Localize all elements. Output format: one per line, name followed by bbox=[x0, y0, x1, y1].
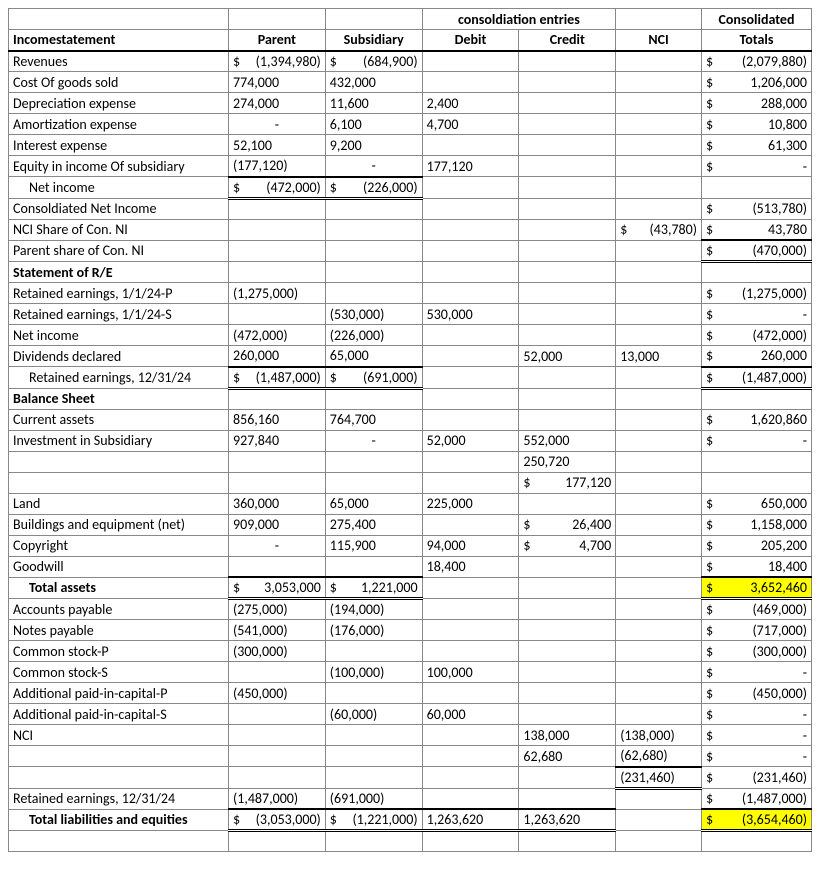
row-cs-s: Common stock-S (100,000) 100,000 $- bbox=[9, 662, 812, 683]
row-revenues: Revenues $(1,394,980) $(684,900) $(2,079… bbox=[9, 51, 812, 72]
row-net-income: Net income $(472,000) $(226,000) bbox=[9, 177, 812, 199]
row-re-end: Retained earnings, 12/31/24 $(1,487,000)… bbox=[9, 367, 812, 389]
row-investment-3: $177,120 bbox=[9, 472, 812, 493]
row-investment-2: 250,720 bbox=[9, 451, 812, 472]
subsidiary-header: Subsidiary bbox=[325, 30, 422, 51]
row-copyright: Copyright - 115,900 94,000 $4,700 $205,2… bbox=[9, 535, 812, 556]
row-total-le: Total liabilities and equities $(3,053,0… bbox=[9, 809, 812, 831]
row-nci-1: NCI 138,000 (138,000) $- bbox=[9, 725, 812, 746]
row-empty bbox=[9, 831, 812, 852]
row-buildings: Buildings and equipment (net) 909,000 27… bbox=[9, 514, 812, 535]
row-apic-p: Additional paid-in-capital-P (450,000) $… bbox=[9, 683, 812, 704]
row-re-final: Retained earnings, 12/31/24 (1,487,000) … bbox=[9, 788, 812, 809]
row-amortization: Amortization expense - 6,100 4,700 $10,8… bbox=[9, 114, 812, 135]
row-goodwill: Goodwill 18,400 $18,400 bbox=[9, 556, 812, 577]
row-parent-share: Parent share of Con. NI $(470,000) bbox=[9, 240, 812, 262]
row-nci-2: 62,680 (62,680) $- bbox=[9, 746, 812, 767]
nci-header: NCI bbox=[616, 30, 702, 51]
income-statement-header: Incomestatement bbox=[9, 30, 229, 51]
row-land: Land 360,000 65,000 225,000 $650,000 bbox=[9, 493, 812, 514]
row-nci-3: (231,460) $(231,460) bbox=[9, 767, 812, 789]
row-investment: Investment in Subsidiary 927,840 - 52,00… bbox=[9, 430, 812, 451]
consolidated-header: Consolidated bbox=[701, 9, 811, 30]
credit-header: Credit bbox=[519, 30, 616, 51]
parent-header: Parent bbox=[229, 30, 326, 51]
row-re-sub: Retained earnings, 1/1/24-S (530,000) 53… bbox=[9, 304, 812, 325]
debit-header: Debit bbox=[422, 30, 519, 51]
worksheet-table: consoldiation entries Consolidated Incom… bbox=[8, 8, 812, 852]
row-re-parent: Retained earnings, 1/1/24-P (1,275,000) … bbox=[9, 283, 812, 304]
consolidation-header: consoldiation entries bbox=[422, 9, 616, 30]
row-cs-p: Common stock-P (300,000) $(300,000) bbox=[9, 641, 812, 662]
label: Revenues bbox=[9, 51, 229, 72]
row-ap: Accounts payable (275,000) (194,000) $(4… bbox=[9, 599, 812, 620]
row-interest: Interest expense 52,100 9,200 $61,300 bbox=[9, 135, 812, 156]
row-equity-income: Equity in income Of subsidiary (177,120)… bbox=[9, 156, 812, 177]
row-nci-share: NCI Share of Con. NI $(43,780) $43,780 bbox=[9, 219, 812, 240]
row-stmt-re: Statement of R/E bbox=[9, 262, 812, 283]
row-cogs: Cost Of goods sold 774,000 432,000 $1,20… bbox=[9, 72, 812, 93]
row-bs: Balance Sheet bbox=[9, 388, 812, 409]
row-ni-2: Net income (472,000) (226,000) $(472,000… bbox=[9, 325, 812, 346]
row-total-assets: Total assets $3,053,000 $1,221,000 $3,65… bbox=[9, 577, 812, 599]
row-np: Notes payable (541,000) (176,000) $(717,… bbox=[9, 620, 812, 641]
header-row-2: Incomestatement Parent Subsidiary Debit … bbox=[9, 30, 812, 51]
totals-header: Totals bbox=[701, 30, 811, 51]
row-dividends: Dividends declared 260,000 65,000 52,000… bbox=[9, 346, 812, 367]
row-consolidated-ni: Consoldiated Net Income $(513,780) bbox=[9, 198, 812, 219]
row-apic-s: Additional paid-in-capital-S (60,000) 60… bbox=[9, 704, 812, 725]
row-current-assets: Current assets 856,160 764,700 $1,620,86… bbox=[9, 409, 812, 430]
row-depreciation: Depreciation expense 274,000 11,600 2,40… bbox=[9, 93, 812, 114]
header-row-1: consoldiation entries Consolidated bbox=[9, 9, 812, 30]
